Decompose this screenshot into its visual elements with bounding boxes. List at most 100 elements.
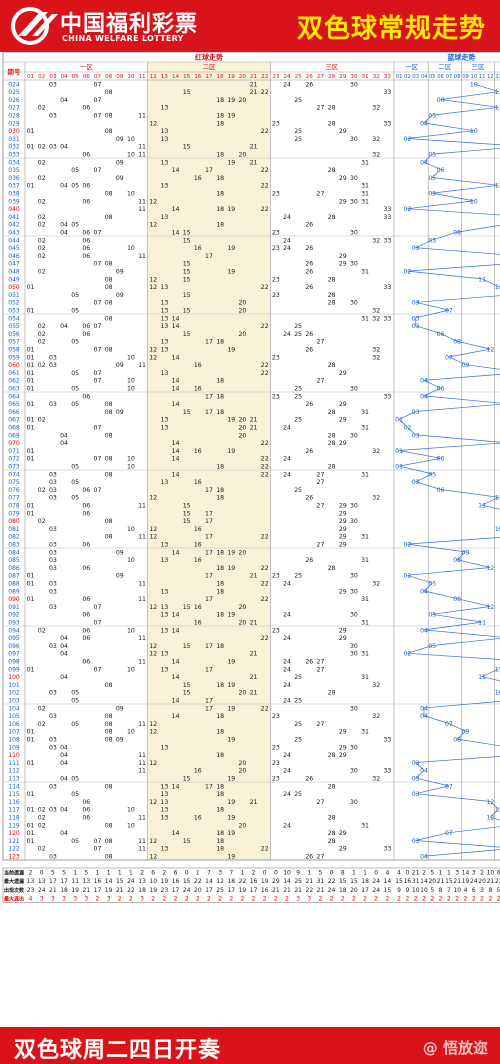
red-ball-cell: 04 — [60, 752, 68, 759]
red-ball-cell: 18 — [216, 791, 224, 798]
red-ball-cell: 04 — [60, 760, 68, 767]
red-ball-cell: 05 — [71, 791, 79, 798]
blue-ball-cell: 07 — [445, 721, 453, 728]
red-number-header: 23 — [272, 74, 280, 80]
red-ball-cell: 05 — [71, 292, 79, 299]
red-ball-cell: 15 — [183, 269, 191, 276]
red-ball-cell: 07 — [94, 456, 102, 463]
red-ball-cell: 29 — [339, 830, 347, 837]
red-ball-cell: 14 — [172, 315, 180, 322]
stats-cell: 22 — [328, 878, 336, 885]
stats-cell: 2 — [397, 895, 401, 902]
red-ball-cell: 31 — [361, 822, 369, 829]
blue-ball-cell: 10 — [470, 128, 478, 135]
red-ball-cell: 30 — [350, 432, 358, 439]
red-ball-cell: 29 — [339, 198, 347, 205]
red-ball-cell: 22 — [261, 362, 269, 369]
red-ball-cell: 29 — [339, 635, 347, 642]
blue-ball-cell: 04 — [420, 159, 428, 166]
period-cell: 091 — [8, 604, 20, 611]
red-ball-cell: 06 — [82, 230, 90, 237]
red-ball-cell: 26 — [305, 269, 313, 276]
blue-ball-cell: 06 — [437, 331, 445, 338]
red-ball-cell: 27 — [317, 854, 325, 861]
red-ball-cell: 13 — [160, 846, 168, 853]
red-ball-cell: 12 — [149, 120, 157, 127]
red-ball-cell: 28 — [328, 300, 336, 307]
red-ball-cell: 03 — [49, 737, 57, 744]
red-ball-cell: 04 — [60, 776, 68, 783]
red-ball-cell: 33 — [383, 393, 391, 400]
red-ball-cell: 22 — [261, 128, 269, 135]
red-ball-cell: 29 — [339, 503, 347, 510]
red-ball-cell: 25 — [294, 737, 302, 744]
stats-cell: 2 — [455, 895, 459, 902]
red-ball-cell: 08 — [105, 276, 113, 283]
red-ball-cell: 19 — [227, 565, 235, 572]
red-zone-header: 二区 — [202, 63, 216, 71]
period-header: 期号 — [8, 67, 22, 76]
blue-ball-cell: 06 — [437, 97, 445, 104]
red-ball-cell: 02 — [38, 331, 46, 338]
red-ball-cell: 02 — [38, 253, 46, 260]
red-number-header: 05 — [72, 74, 80, 80]
red-ball-cell: 29 — [339, 542, 347, 549]
red-ball-cell: 10 — [127, 557, 135, 564]
blue-ball-cell: 07 — [445, 783, 453, 790]
red-ball-cell: 05 — [71, 370, 79, 377]
red-ball-cell: 05 — [71, 386, 79, 393]
red-ball-cell: 03 — [49, 854, 57, 861]
red-ball-cell: 28 — [328, 105, 336, 112]
red-ball-cell: 14 — [172, 830, 180, 837]
stats-cell: 19 — [462, 878, 470, 885]
blue-number-header: 10 — [470, 74, 477, 80]
red-ball-cell: 13 — [160, 479, 168, 486]
trend-chart: 期号红球走势蓝球走势一等奖一区二区三区一区二区三区四区注数单注(万元)01020… — [2, 52, 500, 903]
red-ball-cell: 11 — [138, 846, 146, 853]
red-ball-cell: 14 — [172, 378, 180, 385]
red-ball-cell: 22 — [261, 581, 269, 588]
red-ball-cell: 29 — [339, 128, 347, 135]
red-ball-cell: 18 — [216, 729, 224, 736]
red-ball-cell: 07 — [94, 81, 102, 88]
red-ball-cell: 06 — [82, 542, 90, 549]
red-ball-cell: 03 — [49, 354, 57, 361]
red-ball-cell: 28 — [328, 830, 336, 837]
red-ball-cell: 24 — [283, 698, 291, 705]
red-number-header: 20 — [239, 74, 247, 80]
red-ball-cell: 30 — [350, 300, 358, 307]
stats-cell: 21 — [306, 878, 314, 885]
stats-cell: 11 — [71, 878, 79, 885]
red-number-header: 08 — [105, 74, 113, 80]
stats-cell: 1 — [352, 870, 356, 877]
red-ball-cell: 13 — [160, 300, 168, 307]
red-ball-cell: 32 — [372, 152, 380, 159]
red-ball-cell: 17 — [205, 596, 213, 603]
red-ball-cell: 18 — [216, 191, 224, 198]
stats-cell: 2 — [497, 895, 500, 902]
red-ball-cell: 10 — [127, 807, 135, 814]
stats-cell: 21 — [116, 887, 124, 894]
red-ball-cell: 31 — [361, 409, 369, 416]
chart-border — [2, 52, 500, 861]
red-ball-cell: 03 — [49, 549, 57, 556]
red-ball-cell: 03 — [49, 113, 57, 120]
red-ball-cell: 06 — [82, 503, 90, 510]
red-ball-cell: 12 — [149, 651, 157, 658]
red-number-header: 09 — [116, 74, 124, 80]
red-ball-cell: 02 — [38, 222, 46, 229]
red-ball-cell: 32 — [372, 713, 380, 720]
stats-cell: 7 — [207, 870, 211, 877]
stats-cell: 5 — [84, 870, 88, 877]
red-ball-cell: 08 — [105, 284, 113, 291]
red-ball-cell: 20 — [238, 822, 246, 829]
red-ball-cell: 16 — [194, 557, 202, 564]
red-ball-cell: 01 — [27, 308, 35, 315]
red-ball-cell: 05 — [71, 222, 79, 229]
period-cell: 058 — [8, 347, 20, 354]
stats-cell: 22 — [239, 878, 247, 885]
period-cell: 084 — [8, 549, 20, 556]
period-cell: 085 — [8, 557, 20, 564]
blue-ball-cell: 13 — [495, 526, 500, 533]
red-ball-cell: 04 — [60, 807, 68, 814]
